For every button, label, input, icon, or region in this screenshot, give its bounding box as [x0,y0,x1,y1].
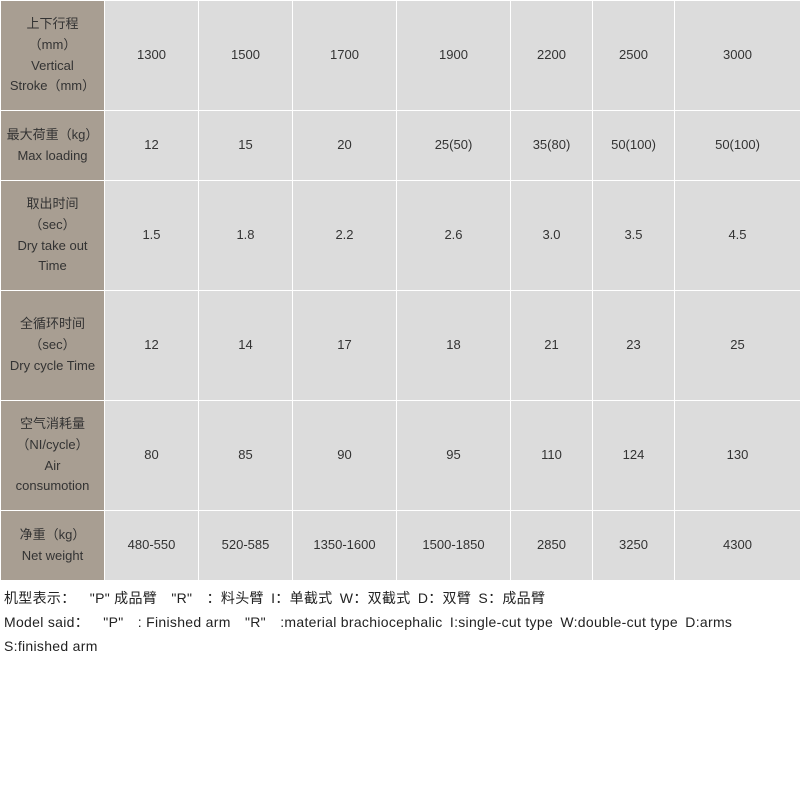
data-cell: 25 [675,291,800,401]
data-cell: 23 [593,291,675,401]
model-legend: 机型表示： "P" 成品臂 "R" ：料头臂 I：单截式 W：双截式 D：双臂 … [0,581,800,660]
data-cell: 1500-1850 [397,511,511,581]
data-cell: 95 [397,401,511,511]
data-cell: 18 [397,291,511,401]
data-cell: 1500 [199,1,293,111]
data-cell: 14 [199,291,293,401]
data-cell: 20 [293,111,397,181]
data-cell: 17 [293,291,397,401]
data-cell: 1350-1600 [293,511,397,581]
table-row: 空气消耗量（NI/cycle）Airconsumotion80859095110… [1,401,800,511]
data-cell: 80 [105,401,199,511]
data-cell: 4.5 [675,181,800,291]
data-cell: 1900 [397,1,511,111]
table-row: 全循环时间（sec）Dry cycle Time12141718212325 [1,291,800,401]
data-cell: 520-585 [199,511,293,581]
legend-line-en-2: S:finished arm [4,635,796,659]
data-cell: 110 [511,401,593,511]
data-cell: 2850 [511,511,593,581]
row-header: 上下行程（mm）VerticalStroke（mm） [1,1,105,111]
data-cell: 3250 [593,511,675,581]
data-cell: 2.6 [397,181,511,291]
data-cell: 12 [105,111,199,181]
data-cell: 15 [199,111,293,181]
row-header: 净重（kg）Net weight [1,511,105,581]
data-cell: 3000 [675,1,800,111]
data-cell: 25(50) [397,111,511,181]
data-cell: 124 [593,401,675,511]
data-cell: 21 [511,291,593,401]
data-cell: 50(100) [675,111,800,181]
row-header: 空气消耗量（NI/cycle）Airconsumotion [1,401,105,511]
row-header: 最大荷重（kg）Max loading [1,111,105,181]
data-cell: 4300 [675,511,800,581]
data-cell: 1300 [105,1,199,111]
data-cell: 130 [675,401,800,511]
data-cell: 1700 [293,1,397,111]
data-cell: 2500 [593,1,675,111]
data-cell: 85 [199,401,293,511]
legend-line-cn: 机型表示： "P" 成品臂 "R" ：料头臂 I：单截式 W：双截式 D：双臂 … [4,587,796,611]
data-cell: 480-550 [105,511,199,581]
data-cell: 1.8 [199,181,293,291]
table-row: 净重（kg）Net weight480-550520-5851350-16001… [1,511,800,581]
data-cell: 1.5 [105,181,199,291]
data-cell: 90 [293,401,397,511]
data-cell: 3.0 [511,181,593,291]
data-cell: 3.5 [593,181,675,291]
data-cell: 12 [105,291,199,401]
table-row: 最大荷重（kg）Max loading12152025(50)35(80)50(… [1,111,800,181]
data-cell: 2200 [511,1,593,111]
table-row: 上下行程（mm）VerticalStroke（mm）13001500170019… [1,1,800,111]
row-header: 全循环时间（sec）Dry cycle Time [1,291,105,401]
row-header: 取出时间（sec）Dry take outTime [1,181,105,291]
legend-line-en-1: Model said： "P" : Finished arm "R" :mate… [4,611,796,635]
data-cell: 50(100) [593,111,675,181]
data-cell: 35(80) [511,111,593,181]
data-cell: 2.2 [293,181,397,291]
table-row: 取出时间（sec）Dry take outTime1.51.82.22.63.0… [1,181,800,291]
specification-table: 上下行程（mm）VerticalStroke（mm）13001500170019… [0,0,800,581]
